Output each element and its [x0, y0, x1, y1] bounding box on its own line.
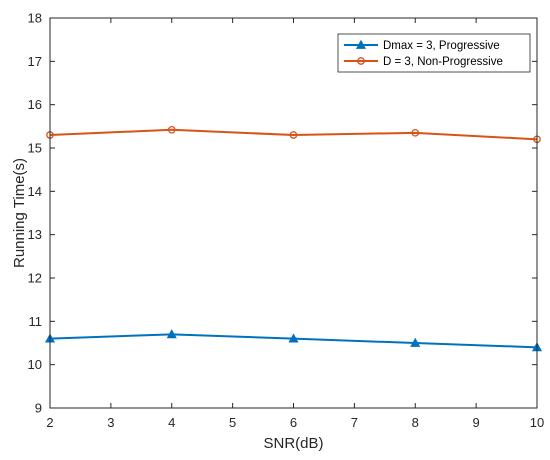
y-tick-label: 17	[28, 54, 42, 69]
y-tick-label: 18	[28, 11, 42, 26]
legend: Dmax = 3, Progressive D = 3, Non-Progress…	[337, 33, 531, 73]
y-axis-label: Running Time(s)	[11, 158, 28, 268]
plot-area	[50, 18, 537, 408]
data-point	[288, 333, 299, 343]
x-tick-label: 5	[229, 415, 236, 430]
ticks-layer: 2 3 4 5 6 7 8 9 10 9 10 11 12 13 14 15 16 17 18	[28, 11, 545, 431]
x-tick-label: 6	[290, 415, 297, 430]
y-tick-label: 16	[28, 97, 42, 112]
x-tick-label: 2	[46, 415, 53, 430]
y-tick-label: 13	[28, 227, 42, 242]
y-tick-label: 11	[29, 314, 43, 329]
legend-marker	[355, 39, 367, 49]
plot-frame	[49, 17, 538, 409]
legend-marker	[357, 57, 365, 65]
y-tick-label: 12	[28, 271, 42, 286]
data-point	[167, 125, 176, 134]
data-point	[411, 128, 420, 137]
x-tick-label: 10	[530, 415, 544, 430]
data-point	[166, 329, 177, 339]
series-line-2	[49, 128, 538, 141]
legend-label: D = 3, Non-Progressive	[383, 56, 503, 68]
x-tick-label: 8	[412, 415, 419, 430]
x-tick-label: 4	[168, 415, 175, 430]
x-tick-label: 3	[107, 415, 114, 430]
y-tick-label: 9	[35, 401, 42, 416]
data-point	[410, 337, 421, 347]
legend-label: Dmax = 3, Progressive	[383, 40, 500, 52]
y-tick-label: 14	[28, 184, 42, 199]
x-axis-label: SNR(dB)	[263, 435, 323, 452]
data-point	[289, 131, 298, 139]
x-tick-label: 7	[351, 415, 358, 430]
x-tick-label: 9	[473, 415, 480, 430]
y-tick-label: 15	[28, 141, 42, 156]
y-tick-label: 10	[28, 357, 42, 372]
legend-box	[337, 33, 531, 73]
series-layer	[44, 125, 543, 352]
